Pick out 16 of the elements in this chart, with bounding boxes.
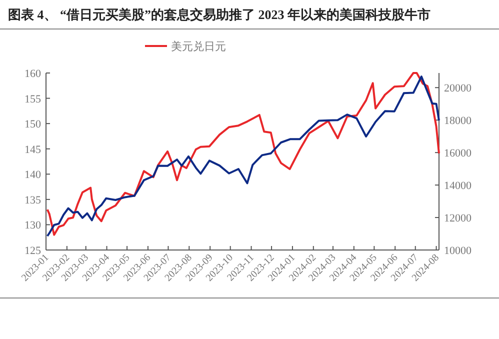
y-tick-label: 135 — [24, 194, 42, 206]
y-tick-label: 130 — [24, 220, 42, 232]
y2-tick-label: 12000 — [444, 212, 472, 225]
y-tick-label: 145 — [24, 144, 42, 156]
y-tick-label: 140 — [24, 169, 42, 182]
chart-title: 图表 4、 “借日元买美股”的套息交易助推了 2023 年以来的美国科技股牛市 — [8, 7, 430, 22]
y2-tick-label: 16000 — [444, 148, 472, 160]
y2-tick-label: 10000 — [444, 245, 472, 257]
y2-tick-label: 18000 — [444, 115, 472, 128]
y2-tick-label: 14000 — [444, 180, 472, 192]
y-tick-label: 150 — [24, 118, 42, 131]
y-tick-label: 155 — [24, 93, 42, 106]
y-tick-label: 125 — [24, 245, 42, 257]
y-tick-label: 160 — [24, 68, 42, 80]
y2-tick-label: 20000 — [444, 82, 472, 95]
legend-label: 美元兑日元 — [171, 40, 226, 53]
